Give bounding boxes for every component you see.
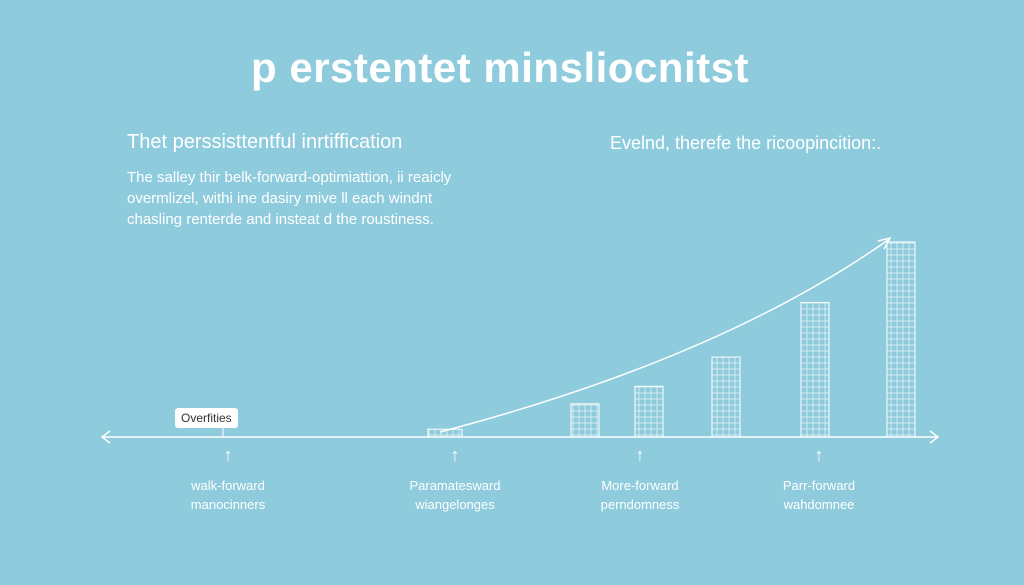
marker-label: More-forward perndomness (560, 476, 720, 514)
marker-line: perndomness (600, 497, 680, 512)
arrow-up-icon: ↑ (814, 445, 824, 465)
page-title: p erstentet minsliocnitst (251, 44, 749, 91)
marker-line: manocinners (190, 497, 266, 512)
left-body: The salley thir belk-forward-optimiattio… (127, 167, 487, 230)
marker-label: Parr-forward wahdomnee (739, 476, 899, 514)
arrow-up-icon: ↑ (223, 445, 233, 465)
marker-line: wahdomnee (783, 497, 855, 512)
marker-line: walk-forward (191, 478, 265, 493)
axis-right-arrow (929, 430, 940, 444)
marker-line: More-forward (601, 478, 679, 493)
body-line: chasling renterde and insteat d the rous… (127, 211, 434, 228)
marker-line: Parr-forward (782, 478, 856, 493)
bar (634, 385, 664, 438)
bar (427, 428, 463, 438)
body-line: overmlizel, withi ine dasiry mive ll eac… (127, 190, 433, 207)
bar (570, 403, 600, 438)
marker-line: wiangelonges (415, 497, 495, 512)
arrow-up-icon: ↑ (635, 445, 645, 465)
right-heading: Evelnd, therefe the ricoopincition:. (610, 133, 882, 153)
bar (800, 301, 830, 438)
marker-label: walk-forward manocinners (148, 476, 308, 514)
trend-arrowhead (877, 236, 892, 250)
overfitting-callout: Overfities (175, 408, 238, 428)
bar (886, 241, 916, 438)
trend-curve (439, 239, 889, 433)
marker-label: Paramatesward wiangelonges (375, 476, 535, 514)
bar (711, 356, 741, 438)
left-heading: Thet perssisttentful inrtiffication (127, 131, 403, 153)
arrow-up-icon: ↑ (450, 445, 460, 465)
marker-line: Paramatesward (409, 478, 501, 493)
axis-left-arrow (100, 430, 111, 444)
body-line: The salley thir belk-forward-optimiattio… (127, 169, 452, 186)
